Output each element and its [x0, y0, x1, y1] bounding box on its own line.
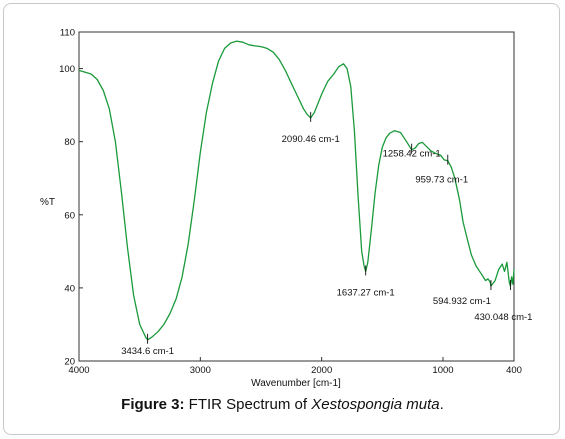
y-tick-label: 100 [59, 64, 75, 75]
x-tick-label: 400 [506, 365, 522, 376]
y-axis-label: %T [40, 197, 55, 208]
x-tick-label: 1000 [432, 365, 453, 376]
spectrum-line [78, 40, 515, 341]
figure-caption: Figure 3: FTIR Spectrum of Xestospongia … [0, 396, 565, 413]
peak-label: 1258.42 cm-1 [383, 149, 441, 160]
y-tick-label: 20 [64, 357, 75, 368]
x-tick-label: 2000 [311, 365, 332, 376]
y-tick-label: 40 [64, 283, 75, 294]
figure-label: Figure 3: [121, 396, 185, 413]
peak-annotations: 3434.6 cm-1 2090.46 cm-1 1637.27 cm-1 1258.… [121, 111, 532, 357]
ftir-chart: 20 40 60 80 100 110 4000 3000 2000 1000 400 3434.… [40, 28, 532, 390]
plot-area [78, 31, 515, 362]
peak-label: 430.048 cm-1 [474, 312, 532, 323]
x-axis-label: Wavenumber [cm-1] [251, 378, 341, 389]
y-axis-ticks: 20 40 60 80 100 110 [59, 28, 83, 368]
x-tick-label: 4000 [68, 365, 89, 376]
peak-label: 1637.27 cm-1 [337, 287, 395, 298]
x-tick-label: 3000 [190, 365, 211, 376]
y-tick-label: 80 [64, 137, 75, 148]
caption-species: Xestospongia muta [311, 396, 440, 413]
peak-label: 959.73 cm-1 [415, 175, 468, 186]
peak-label: 2090.46 cm-1 [282, 134, 340, 145]
y-tick-label: 60 [64, 210, 75, 221]
caption-text: FTIR Spectrum of [184, 396, 312, 413]
caption-end: . [439, 396, 444, 413]
y-tick-label: 110 [60, 28, 75, 39]
peak-label: 594.932 cm-1 [433, 296, 491, 307]
peak-label: 3434.6 cm-1 [121, 346, 174, 357]
x-axis-ticks: 4000 3000 2000 1000 400 [68, 357, 522, 376]
